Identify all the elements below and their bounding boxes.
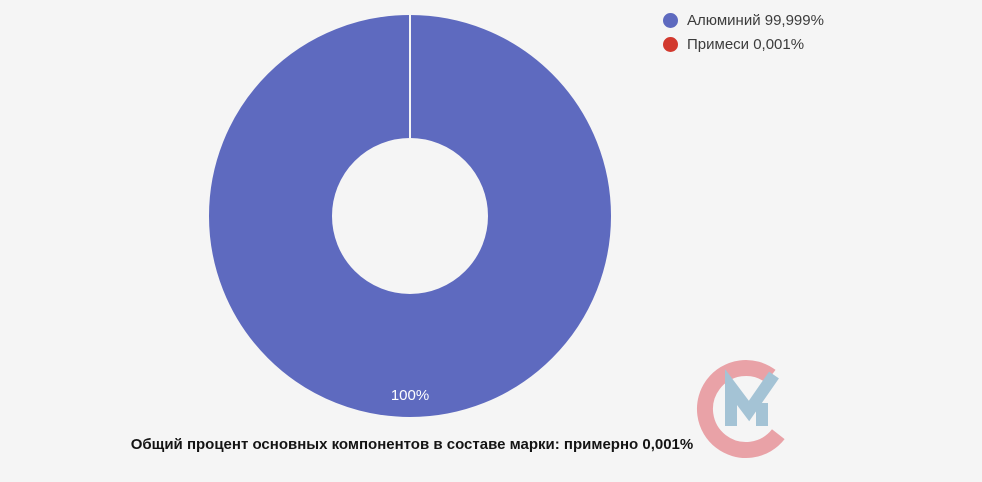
legend-label-aluminium: Алюминий 99,999% [687,11,824,29]
legend-item-aluminium[interactable]: Алюминий 99,999% [663,10,824,30]
legend: Алюминий 99,999% Примеси 0,001% [663,10,824,54]
watermark-logo [694,353,806,465]
legend-swatch-icon [663,12,678,28]
legend-item-impurities[interactable]: Примеси 0,001% [663,34,824,54]
chart-caption: Общий процент основных компонентов в сос… [130,436,694,453]
donut-chart: 100% [209,15,611,417]
legend-label-impurities: Примеси 0,001% [687,35,805,53]
logo-letter-m-check [725,369,779,426]
slice-data-label: 100% [391,387,429,404]
logo-letter-c [697,360,785,458]
legend-swatch-icon [663,36,678,52]
